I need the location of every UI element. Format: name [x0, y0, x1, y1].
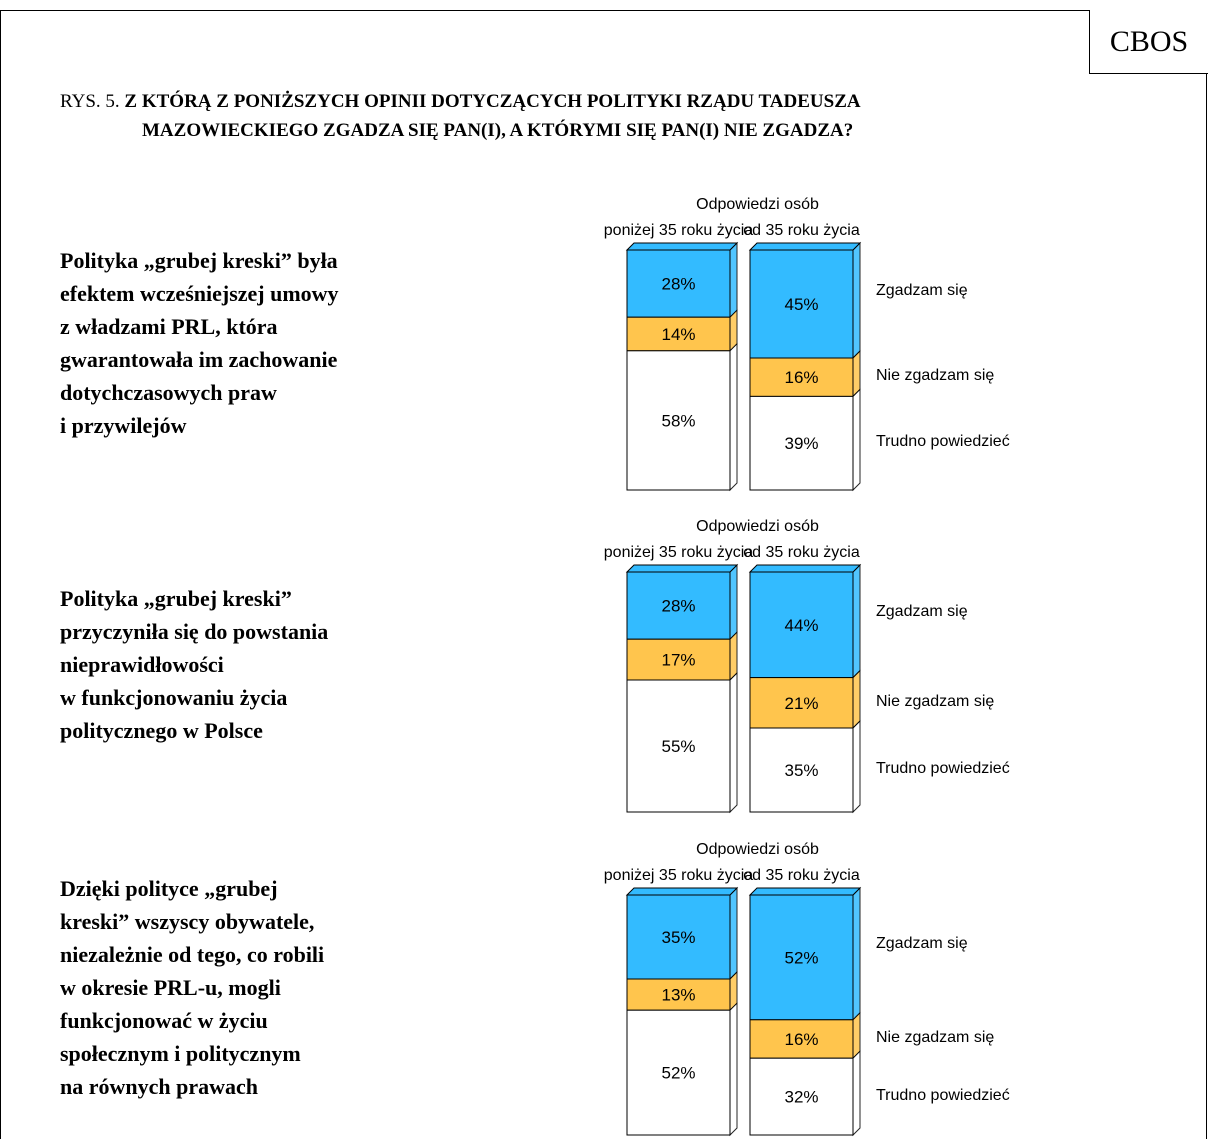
- figure-title: RYS. 5. Z KTÓRĄ Z PONIŻSZYCH OPINII DOTY…: [60, 87, 1100, 145]
- bar-segment: [626, 894, 731, 980]
- bar-segment: [626, 1009, 731, 1136]
- bar-side: [729, 630, 738, 682]
- question-text: Dzięki polityce „grubej kreski” wszyscy o…: [60, 872, 460, 1103]
- category-label: od 35 roku życia: [743, 867, 860, 884]
- value-label: 17%: [661, 651, 695, 670]
- bar-segment: [626, 679, 731, 813]
- title-line-2: MAZOWIECKIEGO ZGADZA SIĘ PAN(I), A KTÓRY…: [142, 120, 854, 141]
- question-line: kreski” wszyscy obywatele,: [60, 909, 315, 934]
- question-line: z władzami PRL, która: [60, 314, 278, 339]
- value-label: 28%: [661, 275, 695, 294]
- question-line: w okresie PRL-u, mogli: [60, 975, 281, 1000]
- legend-label: Trudno powiedzieć: [876, 433, 1010, 451]
- bar-segment: [749, 357, 854, 397]
- bar-side: [729, 563, 738, 641]
- legend-label: Nie zgadzam się: [876, 1029, 995, 1046]
- bar-side: [852, 886, 861, 1022]
- bar-top: [625, 887, 739, 896]
- question-line: w funkcjonowaniu życia: [60, 685, 288, 710]
- bar-side: [852, 241, 861, 360]
- brand-box: CBOS: [1089, 10, 1208, 74]
- group-title: Odpowiedzi osób: [696, 196, 819, 213]
- question-line: niezależnie od tego, co robili: [60, 942, 325, 967]
- bar-side: [729, 241, 738, 319]
- group-title: Odpowiedzi osób: [696, 518, 819, 535]
- bar-side: [852, 563, 861, 679]
- category-label: poniżej 35 roku życia: [603, 544, 754, 561]
- bar-segment: [626, 350, 731, 491]
- bar-side: [852, 1011, 861, 1060]
- bar-side: [729, 1001, 738, 1137]
- category-label: poniżej 35 roku życia: [603, 222, 754, 239]
- bar-top: [748, 887, 862, 896]
- value-label: 35%: [784, 761, 818, 780]
- question-line: funkcjonować w życiu: [60, 1008, 268, 1033]
- value-label: 14%: [661, 325, 695, 344]
- bar-side: [852, 349, 861, 398]
- legend-label: Trudno powiedzieć: [876, 1086, 1010, 1104]
- bar-side: [852, 1049, 861, 1137]
- value-label: 58%: [661, 411, 695, 430]
- question-text: Polityka „grubej kreski” przyczyniła się …: [60, 582, 460, 747]
- bar-top: [625, 564, 739, 573]
- category-label: od 35 roku życia: [743, 222, 860, 239]
- question-line: Polityka „grubej kreski” była: [60, 248, 338, 273]
- value-label: 16%: [784, 1030, 818, 1049]
- bar-top: [748, 564, 862, 573]
- question-line: Dzięki polityce „grubej: [60, 876, 278, 901]
- bar-segment: [626, 249, 731, 318]
- bar-segment: [749, 727, 854, 813]
- bar-segment: [749, 395, 854, 491]
- bar-segment: [749, 1057, 854, 1136]
- question-line: na równych prawach: [60, 1074, 259, 1099]
- value-label: 44%: [784, 616, 818, 635]
- legend-label: Zgadzam się: [876, 282, 968, 299]
- question-line: politycznego w Polsce: [60, 718, 263, 743]
- value-label: 52%: [784, 948, 818, 967]
- bar-side: [729, 671, 738, 814]
- legend-label: Nie zgadzam się: [876, 692, 995, 710]
- category-label: od 35 roku życia: [743, 544, 860, 561]
- question-line: dotychczasowych praw: [60, 380, 277, 405]
- bar-top: [625, 242, 739, 251]
- bar-side: [852, 388, 861, 492]
- title-line-1: Z KTÓRĄ Z PONIŻSZYCH OPINII DOTYCZĄCYCH …: [124, 91, 861, 112]
- bar-side: [852, 719, 861, 814]
- legend-label: Trudno powiedzieć: [876, 760, 1010, 777]
- figure-label: RYS. 5.: [60, 91, 120, 112]
- value-label: 45%: [784, 295, 818, 314]
- question-line: gwarantowała im zachowanie: [60, 347, 338, 372]
- value-label: 55%: [661, 737, 695, 756]
- value-label: 16%: [784, 368, 818, 387]
- bar-side: [729, 342, 738, 492]
- legend-label: Zgadzam się: [876, 935, 968, 953]
- question-text: Polityka „grubej kreski” była efektem wcz…: [60, 244, 460, 442]
- value-label: 35%: [661, 928, 695, 947]
- bar-side: [852, 669, 861, 730]
- group-title: Odpowiedzi osób: [696, 841, 819, 858]
- legend-label: Zgadzam się: [876, 602, 968, 620]
- value-label: 39%: [784, 434, 818, 453]
- category-label: poniżej 35 roku życia: [603, 867, 754, 884]
- question-line: nieprawidłowości: [60, 652, 224, 677]
- value-label: 28%: [661, 597, 695, 616]
- value-label: 13%: [661, 986, 695, 1005]
- bar-side: [729, 886, 738, 981]
- question-line: efektem wcześniejszej umowy: [60, 281, 339, 306]
- value-label: 21%: [784, 694, 818, 713]
- page-frame: [0, 10, 1207, 1139]
- value-label: 32%: [784, 1088, 818, 1107]
- bar-segment: [749, 249, 854, 359]
- question-line: społecznym i politycznym: [60, 1041, 301, 1066]
- question-line: i przywilejów: [60, 413, 187, 438]
- question-line: Polityka „grubej kreski”: [60, 586, 292, 611]
- question-line: przyczyniła się do powstania: [60, 619, 329, 644]
- value-label: 52%: [661, 1064, 695, 1083]
- legend-label: Nie zgadzam się: [876, 367, 995, 385]
- bar-top: [748, 242, 862, 251]
